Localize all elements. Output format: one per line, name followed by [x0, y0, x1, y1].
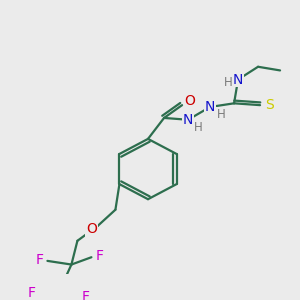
- Text: N: N: [233, 73, 243, 87]
- Text: H: H: [194, 121, 203, 134]
- Text: F: F: [35, 253, 44, 267]
- Text: N: N: [205, 100, 215, 114]
- Text: H: H: [224, 76, 233, 89]
- Text: S: S: [265, 98, 273, 112]
- Text: F: F: [27, 286, 35, 300]
- Text: F: F: [81, 290, 89, 300]
- Text: O: O: [184, 94, 196, 109]
- Text: O: O: [86, 222, 97, 236]
- Text: N: N: [183, 113, 193, 127]
- Text: H: H: [217, 108, 225, 121]
- Text: F: F: [95, 249, 104, 263]
